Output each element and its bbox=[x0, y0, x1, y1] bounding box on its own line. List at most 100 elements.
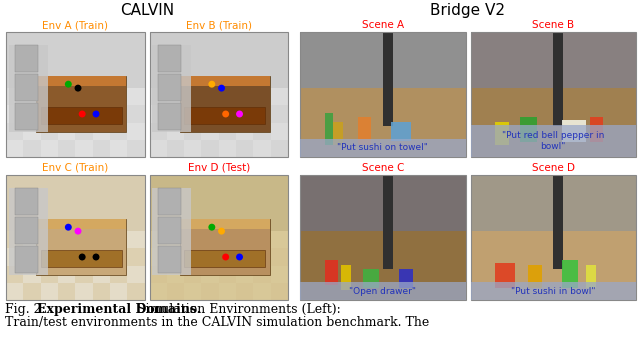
Bar bbox=[36, 76, 127, 132]
Circle shape bbox=[222, 254, 229, 260]
Bar bbox=[15, 217, 38, 244]
Circle shape bbox=[79, 254, 86, 260]
Bar bbox=[529, 265, 541, 288]
Bar bbox=[40, 266, 58, 283]
Bar bbox=[40, 88, 58, 106]
Bar bbox=[589, 117, 603, 142]
Text: "Put sushi in bowl": "Put sushi in bowl" bbox=[511, 287, 595, 295]
Circle shape bbox=[74, 228, 81, 235]
Circle shape bbox=[93, 110, 99, 117]
Bar bbox=[150, 32, 288, 157]
Bar bbox=[41, 250, 122, 267]
Bar bbox=[300, 32, 465, 88]
Bar bbox=[150, 175, 288, 300]
Bar bbox=[15, 44, 38, 72]
Bar bbox=[300, 175, 465, 300]
Bar bbox=[300, 225, 465, 300]
Bar bbox=[150, 231, 288, 300]
Bar bbox=[325, 260, 338, 285]
Bar bbox=[561, 119, 586, 142]
Bar bbox=[470, 282, 636, 300]
Text: Fig. 2:: Fig. 2: bbox=[5, 303, 50, 316]
Text: "Put red bell pepper in
bowl": "Put red bell pepper in bowl" bbox=[502, 131, 604, 151]
Bar bbox=[470, 125, 636, 157]
Text: Train/test environments in the CALVIN simulation benchmark. The: Train/test environments in the CALVIN si… bbox=[5, 316, 429, 329]
Bar bbox=[158, 246, 181, 273]
Bar bbox=[300, 175, 465, 300]
Text: Scene A: Scene A bbox=[362, 20, 404, 30]
Bar bbox=[253, 122, 271, 140]
Circle shape bbox=[209, 81, 215, 88]
Bar bbox=[127, 106, 145, 122]
Bar bbox=[6, 32, 145, 157]
Bar bbox=[253, 266, 271, 283]
Bar bbox=[9, 187, 47, 275]
Bar bbox=[180, 219, 270, 275]
Bar bbox=[58, 283, 76, 300]
Text: Scene C: Scene C bbox=[362, 163, 404, 173]
Bar bbox=[167, 283, 184, 300]
Bar bbox=[41, 107, 122, 123]
Bar bbox=[300, 32, 465, 157]
Bar bbox=[23, 140, 40, 157]
Bar bbox=[184, 122, 202, 140]
Bar bbox=[520, 117, 537, 142]
Bar bbox=[158, 74, 181, 101]
Bar bbox=[184, 107, 266, 123]
Bar bbox=[110, 88, 127, 106]
Bar bbox=[300, 32, 465, 157]
Bar bbox=[391, 122, 411, 141]
Bar bbox=[6, 266, 23, 283]
Bar bbox=[6, 175, 145, 300]
Bar bbox=[236, 248, 253, 266]
Bar bbox=[9, 44, 47, 132]
Text: Bridge V2: Bridge V2 bbox=[431, 3, 506, 18]
Bar bbox=[300, 139, 465, 157]
Bar bbox=[470, 175, 636, 300]
Bar bbox=[23, 106, 40, 122]
Bar bbox=[36, 219, 127, 275]
Bar bbox=[202, 106, 219, 122]
Bar bbox=[495, 122, 509, 144]
Bar bbox=[470, 32, 636, 88]
Bar bbox=[271, 106, 288, 122]
Circle shape bbox=[65, 81, 72, 88]
Bar bbox=[333, 122, 343, 144]
Text: Env B (Train): Env B (Train) bbox=[186, 20, 252, 30]
Bar bbox=[341, 265, 351, 290]
Bar bbox=[358, 117, 371, 144]
Bar bbox=[150, 32, 288, 157]
Circle shape bbox=[236, 254, 243, 260]
Bar bbox=[253, 231, 271, 248]
Bar bbox=[300, 282, 465, 300]
Bar bbox=[184, 250, 266, 267]
Text: Experimental Domains.: Experimental Domains. bbox=[37, 303, 201, 316]
Bar bbox=[150, 231, 167, 248]
Bar bbox=[219, 266, 236, 283]
Bar bbox=[470, 175, 636, 300]
Bar bbox=[202, 283, 219, 300]
Text: Env C (Train): Env C (Train) bbox=[42, 163, 108, 173]
Circle shape bbox=[218, 85, 225, 92]
Bar bbox=[6, 175, 145, 300]
Bar bbox=[167, 140, 184, 157]
Bar bbox=[150, 266, 167, 283]
Bar bbox=[553, 175, 563, 269]
Bar bbox=[127, 248, 145, 266]
Bar bbox=[93, 140, 110, 157]
Bar bbox=[76, 231, 93, 248]
Bar bbox=[167, 248, 184, 266]
Bar bbox=[184, 266, 202, 283]
Circle shape bbox=[218, 228, 225, 235]
Bar bbox=[470, 32, 636, 157]
Bar bbox=[6, 32, 145, 157]
Bar bbox=[6, 88, 23, 106]
Bar bbox=[150, 175, 288, 300]
Text: CALVIN: CALVIN bbox=[120, 3, 174, 18]
Bar bbox=[399, 269, 413, 288]
Bar bbox=[184, 88, 202, 106]
Bar bbox=[202, 140, 219, 157]
Bar bbox=[158, 187, 181, 215]
Bar bbox=[150, 88, 288, 157]
Bar bbox=[167, 106, 184, 122]
